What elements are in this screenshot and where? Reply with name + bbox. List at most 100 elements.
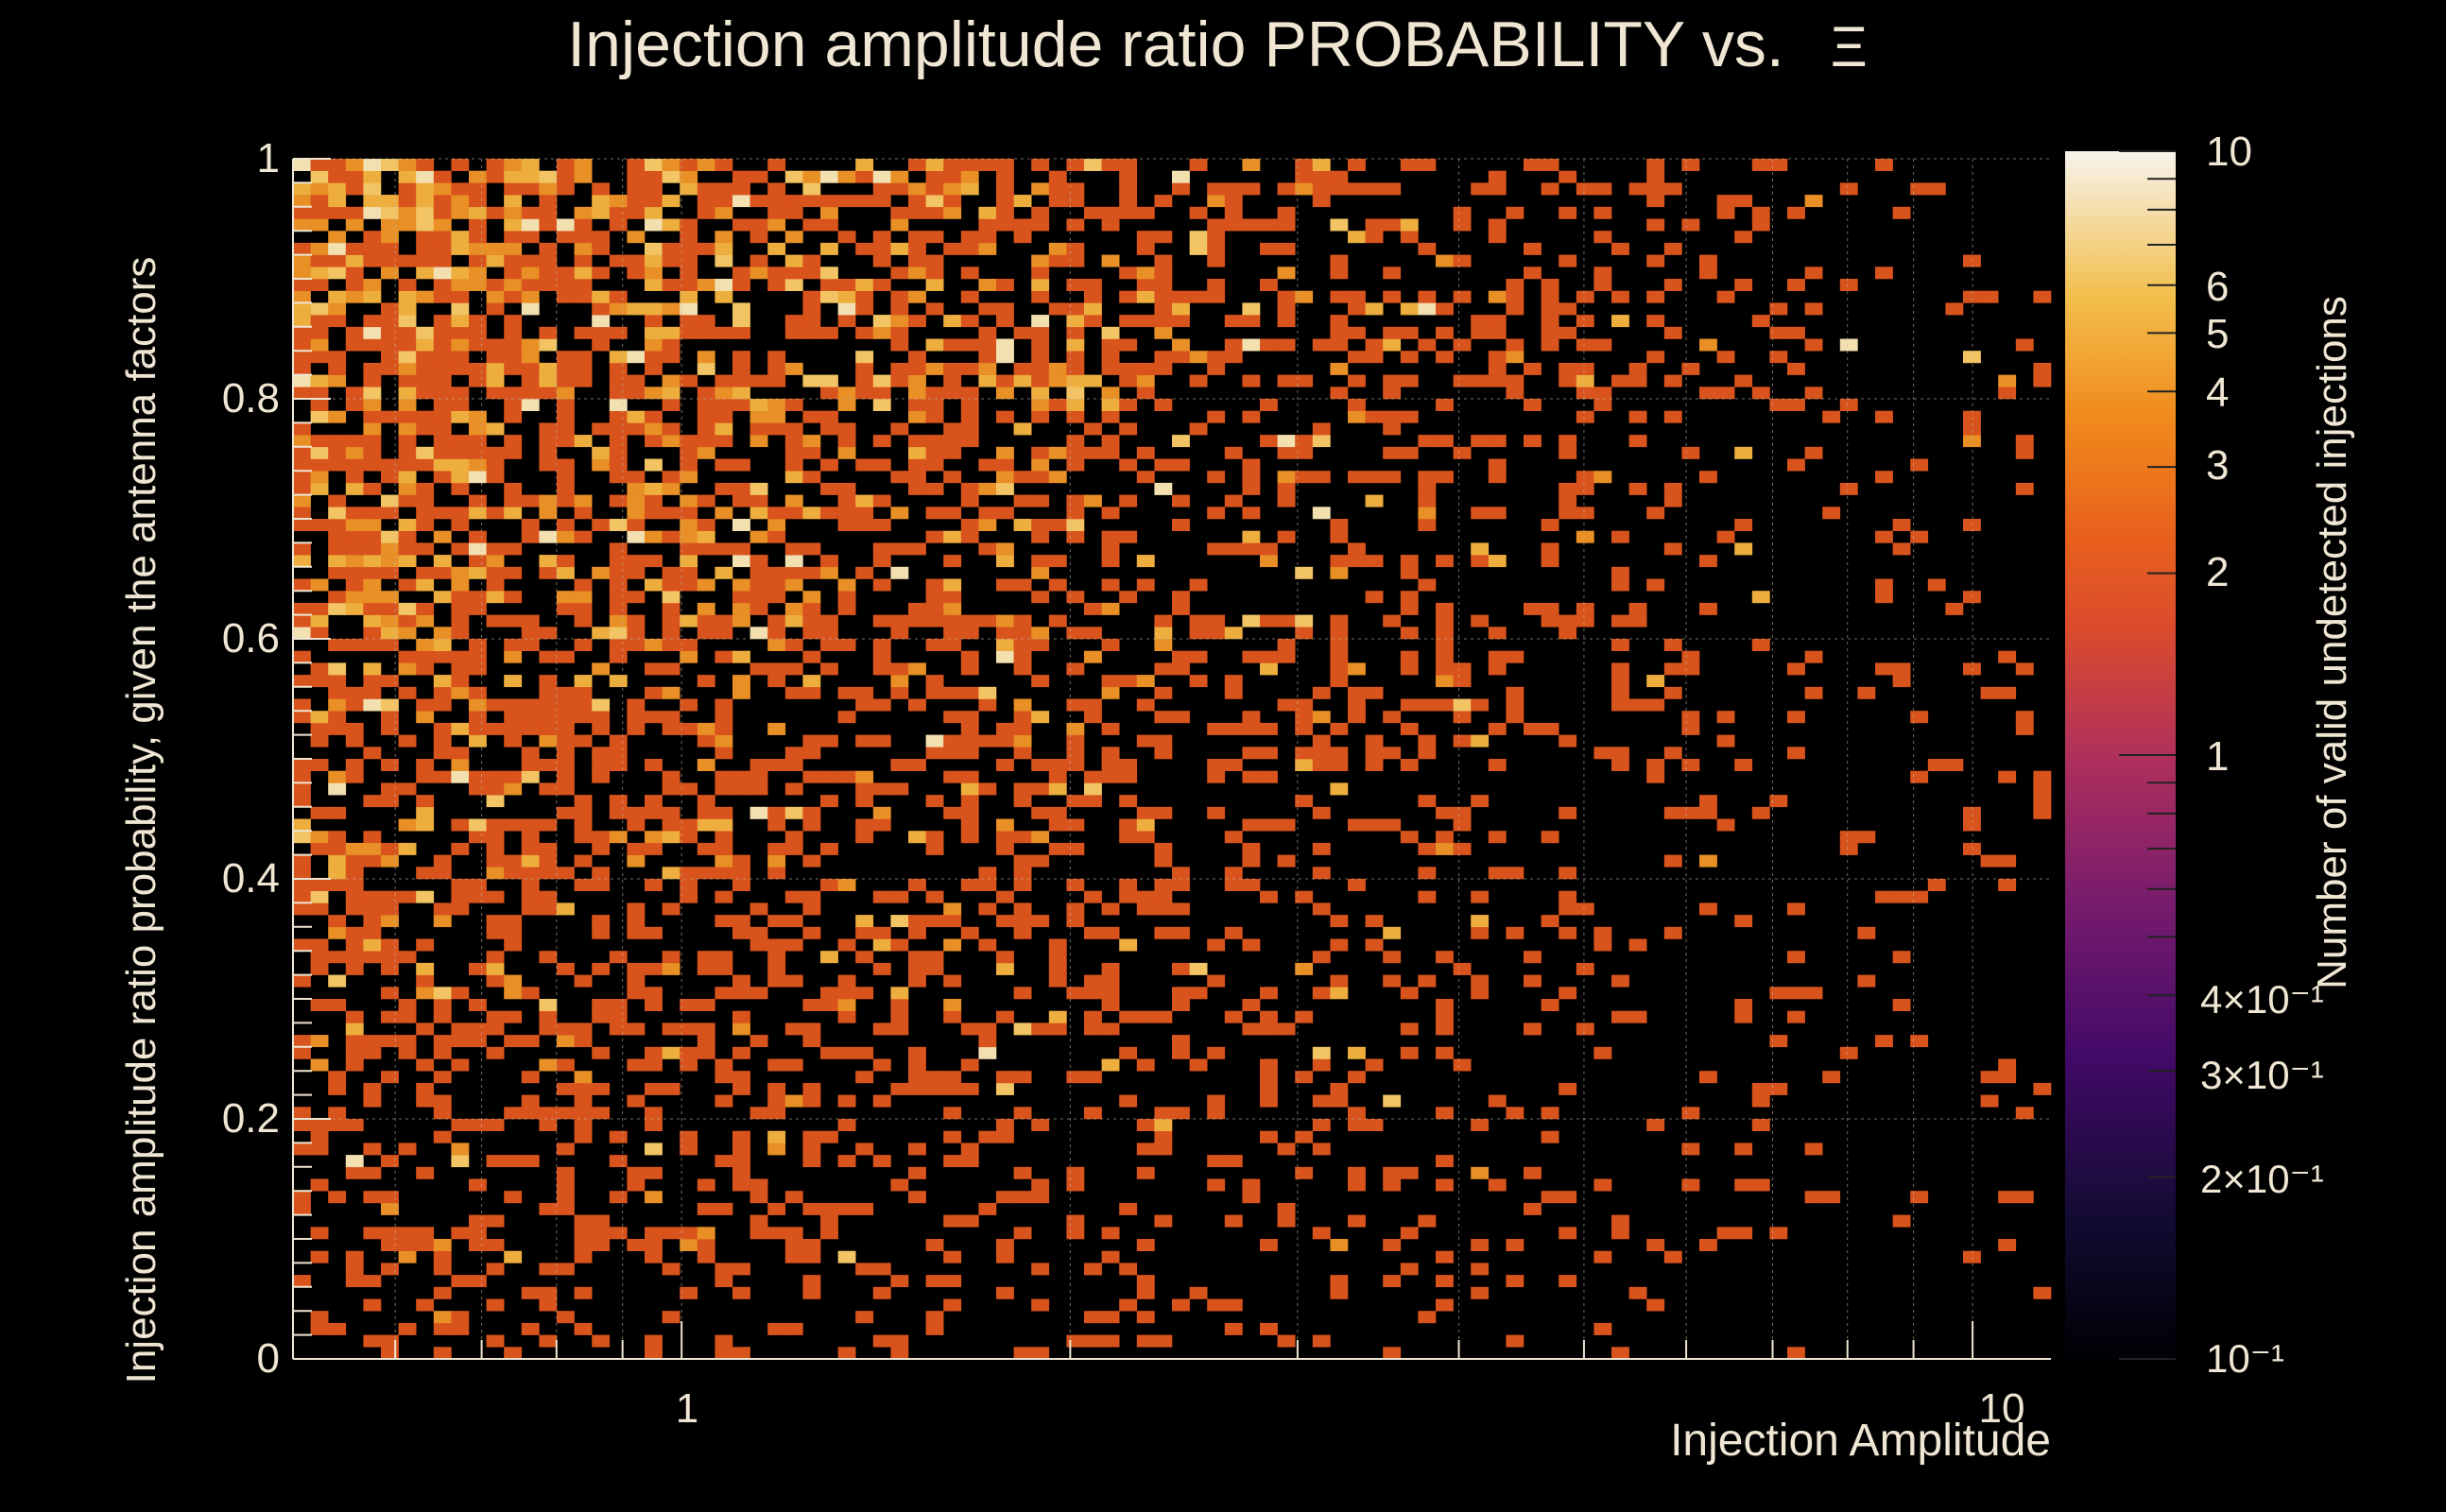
heatmap-cell — [416, 698, 435, 712]
heatmap-cell — [557, 1191, 575, 1204]
heatmap-cell — [592, 1334, 611, 1348]
heatmap-cell — [784, 446, 803, 459]
heatmap-cell — [1436, 1178, 1454, 1192]
heatmap-cell — [293, 602, 311, 615]
heatmap-cell — [592, 458, 611, 472]
heatmap-cell — [521, 374, 540, 387]
heatmap-cell — [1559, 482, 1577, 495]
heatmap-cell — [363, 578, 382, 592]
heatmap-cell — [1541, 999, 1559, 1011]
heatmap-cell — [837, 435, 856, 448]
heatmap-cell — [784, 542, 803, 556]
heatmap-cell — [1576, 614, 1594, 627]
heatmap-cell — [328, 446, 347, 459]
heatmap-cell — [1154, 747, 1173, 760]
heatmap-cell — [749, 422, 768, 436]
heatmap-cell — [802, 1239, 821, 1251]
heatmap-cell — [978, 782, 997, 796]
heatmap-cell — [1330, 1275, 1349, 1288]
heatmap-cell — [310, 218, 329, 232]
heatmap-cell — [557, 782, 575, 796]
heatmap-cell — [2015, 446, 2034, 459]
heatmap-cell — [310, 435, 329, 448]
heatmap-cell — [1383, 747, 1402, 760]
heatmap-cell — [943, 999, 962, 1011]
heatmap-cell — [521, 890, 540, 903]
heatmap-cell — [872, 279, 891, 291]
heatmap-cell — [1541, 1130, 1559, 1143]
heatmap-cell — [802, 435, 821, 448]
heatmap-cell — [1436, 1046, 1454, 1059]
heatmap-cell — [697, 351, 715, 364]
heatmap-cell — [1330, 182, 1349, 196]
heatmap-cell — [1312, 734, 1331, 747]
heatmap-cell — [345, 1022, 364, 1036]
heatmap-cell — [293, 266, 311, 280]
heatmap-cell — [1330, 938, 1349, 952]
heatmap-cell — [627, 471, 646, 484]
heatmap-cell — [996, 195, 1014, 208]
heatmap-cell — [2015, 338, 2034, 352]
heatmap-cell — [1541, 602, 1559, 615]
heatmap-cell — [996, 1071, 1014, 1084]
heatmap-cell — [1506, 926, 1524, 939]
heatmap-cell — [662, 1227, 680, 1240]
heatmap-cell — [749, 254, 768, 267]
heatmap-cell — [469, 494, 487, 507]
heatmap-cell — [416, 542, 435, 556]
heatmap-cell — [1101, 399, 1120, 411]
heatmap-cell — [802, 650, 821, 663]
heatmap-cell — [627, 170, 646, 183]
heatmap-cell — [732, 1046, 750, 1059]
heatmap-cell — [1804, 686, 1823, 699]
heatmap-cell — [627, 591, 646, 604]
heatmap-cell — [732, 1347, 750, 1360]
heatmap-cell — [715, 951, 733, 964]
heatmap-cell — [943, 1130, 962, 1143]
heatmap-cell — [574, 1119, 593, 1131]
heatmap-cell — [469, 734, 487, 747]
heatmap-cell — [504, 242, 523, 255]
heatmap-cell — [557, 182, 575, 196]
heatmap-cell — [802, 170, 821, 183]
heatmap-cell — [293, 1046, 311, 1059]
grid-lines — [293, 158, 2051, 1360]
heatmap-cell — [1787, 711, 1805, 724]
heatmap-cell — [645, 1347, 663, 1360]
heatmap-cell — [1348, 374, 1366, 387]
heatmap-cell — [574, 1035, 593, 1048]
heatmap-cell — [574, 290, 593, 303]
heatmap-cell — [1998, 1058, 2017, 1072]
heatmap-cell — [1154, 315, 1173, 328]
heatmap-cell — [784, 1239, 803, 1251]
heatmap-cell — [1048, 242, 1067, 255]
heatmap-cell — [521, 831, 540, 844]
heatmap-cell — [504, 206, 523, 219]
heatmap-cell — [645, 206, 663, 219]
heatmap-cell — [767, 1202, 786, 1215]
heatmap-cell — [1436, 1250, 1454, 1263]
cbar-tick-label: 6 — [2206, 264, 2229, 310]
heatmap-cell — [749, 435, 768, 448]
heatmap-cell — [1101, 578, 1120, 592]
heatmap-cell — [1119, 170, 1138, 183]
heatmap-cell — [504, 231, 523, 244]
heatmap-cell — [680, 555, 698, 568]
heatmap-cell — [609, 602, 628, 615]
heatmap-cell — [1136, 1334, 1155, 1348]
heatmap-cell — [609, 351, 628, 364]
heatmap-cell — [627, 422, 646, 436]
heatmap-cell — [1119, 818, 1138, 832]
heatmap-cell — [872, 806, 891, 819]
heatmap-cell — [328, 1191, 347, 1204]
heatmap-cell — [381, 890, 399, 903]
heatmap-cell — [645, 1143, 663, 1156]
heatmap-cell — [521, 362, 540, 375]
heatmap-cell — [469, 242, 487, 255]
heatmap-cell — [521, 818, 540, 832]
heatmap-cell — [767, 351, 786, 364]
heatmap-cell — [1471, 1263, 1490, 1276]
heatmap-cell — [1172, 1298, 1190, 1312]
heatmap-cell — [557, 530, 575, 543]
heatmap-cell — [890, 338, 909, 352]
